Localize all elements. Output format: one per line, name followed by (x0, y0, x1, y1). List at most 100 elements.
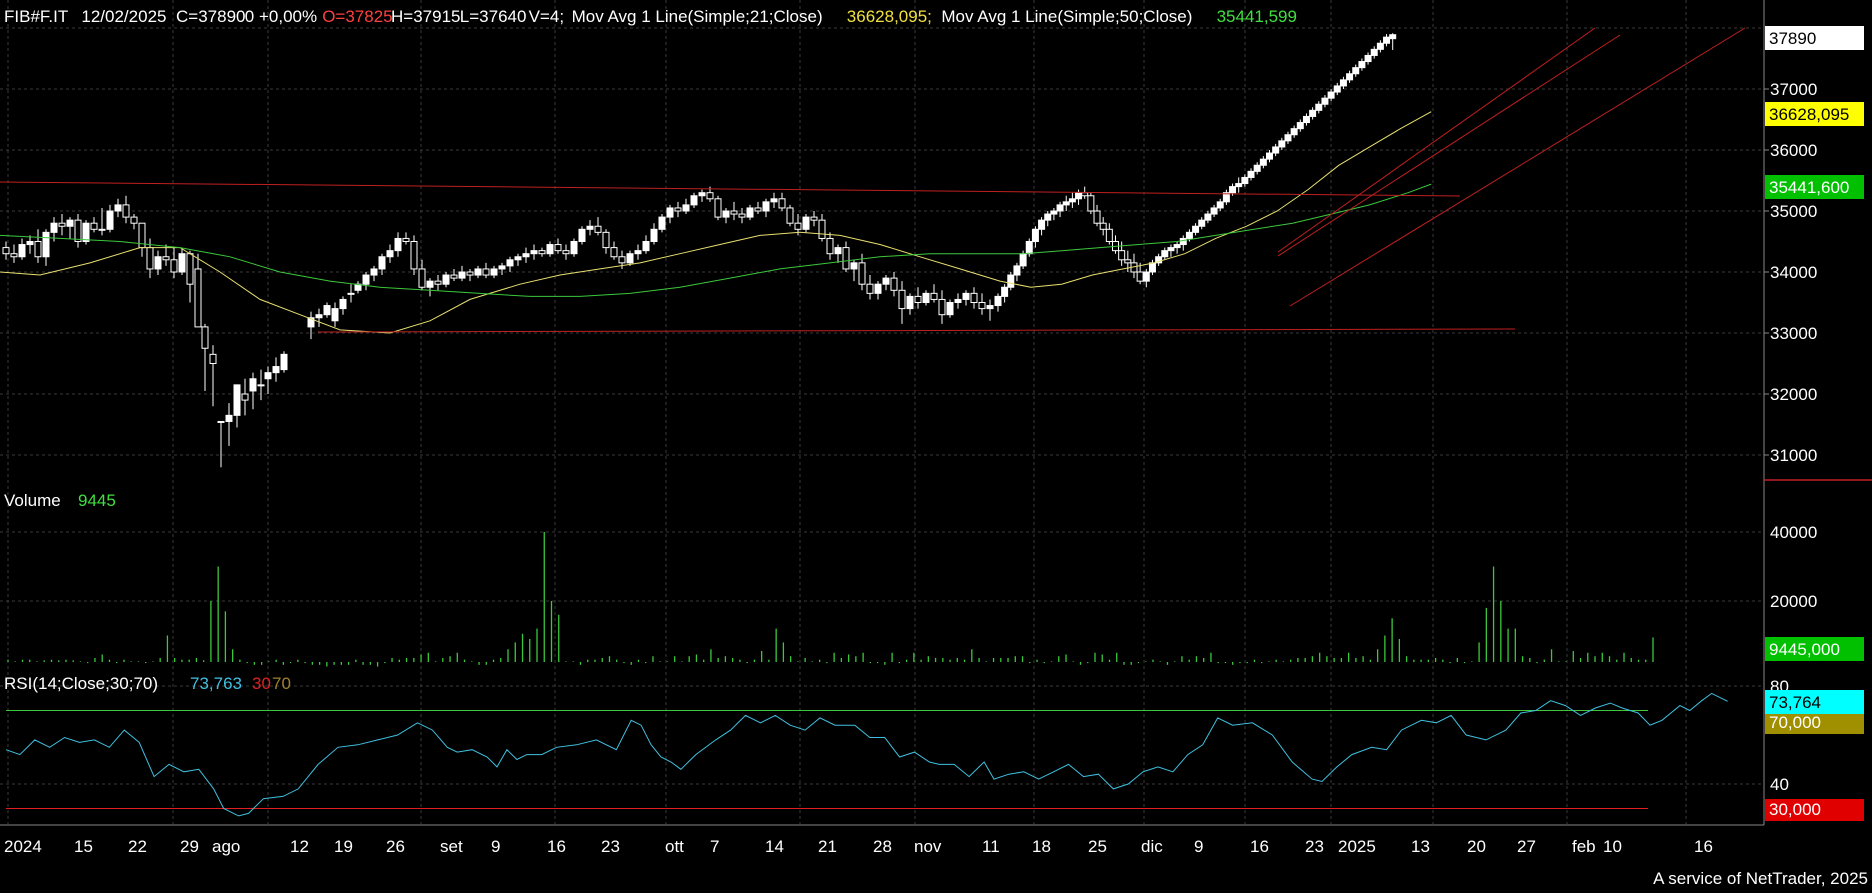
candle-up (26, 241, 34, 246)
candle-up (1210, 207, 1218, 215)
candle-up (1142, 271, 1150, 282)
candle-up (530, 250, 538, 255)
header-ma21-label: Mov Avg 1 Line(Simple;21;Close) (572, 7, 823, 26)
candle-down (1136, 271, 1144, 282)
candle-up (1148, 262, 1156, 273)
header-ma50-label: Mov Avg 1 Line(Simple;50;Close) (941, 7, 1192, 26)
candle-up (1358, 61, 1366, 69)
candle-down (466, 271, 474, 276)
candle-up (66, 219, 74, 227)
candle-down (858, 262, 866, 285)
x-axis-label: 12 (290, 837, 309, 856)
candle-up (1278, 140, 1286, 148)
candle-up (442, 274, 450, 285)
candle-down (610, 247, 618, 258)
candle-up (626, 253, 634, 264)
rsi-line (5, 692, 1728, 817)
candle-up (1352, 67, 1360, 75)
x-axis-label: dic (1141, 837, 1163, 856)
candle-up (1321, 97, 1329, 105)
candle-up (490, 268, 498, 276)
channel-lower-trendline (1289, 27, 1746, 307)
candle-up (1050, 210, 1058, 215)
candle-up (249, 378, 257, 392)
candle-up (922, 292, 930, 304)
channel-mid-trendline (1277, 34, 1621, 257)
candle-up (362, 274, 370, 285)
support-trendline (317, 328, 1516, 333)
candle-up (280, 353, 288, 371)
x-axis-label: 2025 (1338, 837, 1376, 856)
candle-down (538, 250, 546, 255)
candle-down (58, 222, 66, 227)
candle-down (209, 353, 217, 365)
candle-up (1204, 213, 1212, 221)
candle-up (386, 250, 394, 258)
candle-up (370, 268, 378, 276)
candle-up (1038, 219, 1046, 230)
candle-up (1259, 158, 1267, 166)
header-open: O=37825 (322, 7, 392, 26)
candle-up (323, 305, 331, 316)
x-axis-label: ott (665, 837, 684, 856)
candle-up (1025, 241, 1033, 255)
candle-down (186, 253, 194, 285)
x-axis-label: 9 (491, 837, 500, 856)
candle-down (730, 210, 738, 215)
x-axis-label: 19 (334, 837, 353, 856)
candle-down (826, 237, 834, 255)
price-tick-label: 35000 (1770, 202, 1817, 221)
candle-up (962, 292, 970, 300)
volume-tick-label: 40000 (1770, 523, 1817, 542)
candle-down (978, 302, 986, 310)
candle-up (1235, 183, 1243, 188)
candle-down (1099, 222, 1107, 230)
candle-up (426, 280, 434, 288)
x-axis-label: 23 (1305, 837, 1324, 856)
candle-up (1383, 36, 1391, 44)
rsi-panel-low-level: 30 (252, 674, 271, 693)
candle-up (1370, 48, 1378, 56)
candle-up (394, 237, 402, 252)
candle-up (264, 372, 272, 380)
x-axis-label: 18 (1032, 837, 1051, 856)
candle-down (122, 204, 130, 218)
badge-ma50: 35441,600 (1769, 178, 1849, 197)
candle-up (1001, 286, 1009, 297)
badge-rsi-high-bg (1765, 712, 1864, 734)
x-axis-label: 22 (128, 837, 147, 856)
candle-up (347, 292, 355, 295)
badge-volume: 9445,000 (1769, 640, 1840, 659)
candle-down (898, 289, 906, 310)
candle-up (1247, 170, 1255, 178)
rsi-panel-high-level: 70 (272, 674, 291, 693)
x-axis-label: 11 (982, 837, 1000, 856)
candle-up (994, 295, 1002, 307)
candle-down (706, 192, 714, 200)
candle-up (1284, 134, 1292, 142)
x-axis-label: 21 (818, 837, 837, 856)
header-symbol: FIB#F.IT (4, 7, 68, 26)
price-tick-label: 36000 (1770, 141, 1817, 160)
price-tick-label: 37000 (1770, 80, 1817, 99)
candle-up (906, 295, 914, 310)
candle-down (90, 222, 98, 230)
candle-up (1173, 244, 1181, 249)
ma21-line (0, 111, 1432, 334)
candle-up (1241, 176, 1249, 185)
candle-up (1346, 73, 1354, 81)
ma50-line (0, 183, 1432, 297)
x-axis-label: 13 (1411, 837, 1430, 856)
candle-up (506, 259, 514, 267)
candle-up (378, 256, 386, 270)
candle-up (1062, 201, 1070, 206)
candle-up (331, 308, 339, 322)
candle-down (714, 198, 722, 218)
candle-up (954, 298, 962, 304)
candle-down (10, 253, 18, 258)
candle-up (1229, 186, 1237, 194)
candle-down (1124, 259, 1132, 264)
volume-panel-label: Volume (4, 491, 61, 510)
candle-down (618, 256, 626, 264)
x-axis-label: 16 (547, 837, 566, 856)
